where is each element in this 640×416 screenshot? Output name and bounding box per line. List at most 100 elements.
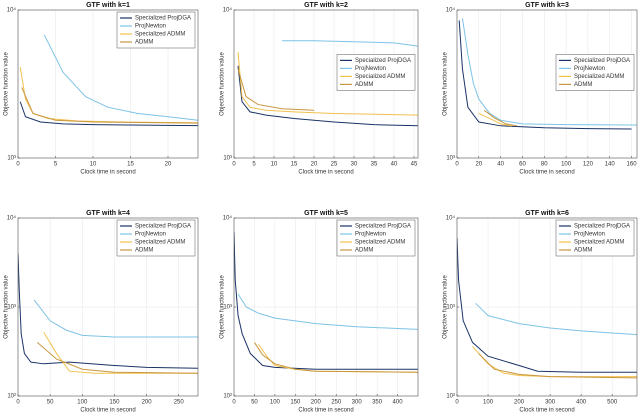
legend-label: ProjNewton (574, 232, 605, 238)
y-tick-label: 10² (223, 394, 232, 400)
series-line (18, 253, 198, 369)
y-axis-title: Objective function value (220, 51, 226, 115)
legend-label: Specialized ProjDGA (574, 224, 630, 230)
chart-title: GTF with k=4 (86, 210, 130, 217)
axes-frame (456, 9, 638, 159)
x-tick-label: 50 (251, 400, 258, 406)
x-tick-label: 140 (605, 162, 616, 168)
y-axis-title: Objective function value (220, 274, 226, 338)
series-line (234, 231, 418, 370)
y-axis-title: Objective function value (4, 274, 10, 338)
x-tick-label: 20 (311, 162, 318, 168)
x-axis-title: Clock time in second (519, 408, 574, 414)
y-tick-label: 10⁴ (223, 215, 233, 222)
subplot: 0 5 10 15 20 10³ 10⁴ GTF with k=1 Clock time in … (4, 2, 199, 176)
x-tick-label: 35 (371, 162, 378, 168)
chart-title: GTF with k=1 (86, 2, 130, 9)
series-line (237, 65, 418, 127)
x-tick-label: 80 (541, 162, 548, 168)
x-tick-label: 5 (252, 162, 256, 168)
x-tick-label: 45 (411, 162, 418, 168)
legend-label: ProjNewton (135, 232, 166, 238)
legend-label: Specialized ADMM (574, 74, 624, 80)
y-axis-title: Objective function value (443, 51, 449, 115)
x-axis-title: Clock time in second (80, 408, 135, 414)
axes-frame (17, 9, 199, 159)
series-line (483, 109, 518, 127)
y-tick-label: 10⁴ (446, 7, 456, 14)
series-line (43, 34, 198, 121)
subplot: 0 100 200 300 400 500 10² 10³ 10⁴ GTF with k=6 Clo… (443, 210, 638, 414)
series-line (237, 51, 418, 116)
subplot: 0 5 10 15 20 25 30 35 40 45 10³ 10⁴ GTF with k=2 Cloc… (220, 2, 419, 176)
x-tick-label: 60 (519, 162, 526, 168)
x-tick-label: 160 (627, 162, 638, 168)
series-line (33, 299, 198, 338)
legend-label: ADMM (355, 82, 373, 88)
legend-label: Specialized ADMM (355, 240, 405, 246)
x-tick-label: 200 (142, 400, 153, 406)
x-tick-label: 30 (351, 162, 358, 168)
series-line (457, 237, 637, 373)
legend-label: Specialized ADMM (135, 32, 185, 38)
x-tick-label: 100 (77, 400, 88, 406)
series-line (43, 332, 198, 374)
x-tick-label: 10 (271, 162, 278, 168)
chart-title: GTF with k=6 (525, 210, 569, 217)
x-tick-label: 100 (483, 400, 494, 406)
y-tick-label: 10⁴ (7, 215, 17, 222)
axes-frame (233, 217, 419, 397)
x-tick-label: 200 (514, 400, 525, 406)
x-axis-title: Clock time in second (298, 408, 353, 414)
legend-label: ADMM (574, 82, 592, 88)
y-tick-label: 10² (446, 394, 455, 400)
chart-title: GTF with k=2 (304, 2, 348, 9)
x-tick-label: 50 (47, 400, 54, 406)
legend-label: ADMM (135, 40, 153, 46)
series-line (21, 87, 198, 124)
chart-title: GTF with k=5 (304, 210, 348, 217)
x-tick-label: 25 (331, 162, 338, 168)
legend-label: Specialized ADMM (355, 74, 405, 80)
y-axis-title: Objective function value (4, 51, 10, 115)
subplot: 0 50 100 150 200 250 300 350 400 10² 10³ 10⁴ GTF wit… (220, 210, 419, 414)
legend-label: ProjNewton (574, 66, 605, 72)
y-tick-label: 10³ (446, 156, 455, 162)
legend-label: ProjNewton (355, 66, 386, 72)
x-axis-title: Clock time in second (298, 170, 353, 176)
series-line (475, 302, 637, 336)
series-line (282, 40, 418, 47)
legend-label: ProjNewton (355, 232, 386, 238)
axes-frame (17, 217, 199, 397)
x-tick-label: 20 (475, 162, 482, 168)
subplot: 0 50 100 150 200 250 10² 10³ 10⁴ GTF with k=4 Cloc… (4, 210, 199, 414)
legend-label: ProjNewton (135, 24, 166, 30)
legend-label: Specialized ADMM (135, 240, 185, 246)
legend-label: Specialized ProjDGA (135, 16, 191, 22)
x-tick-label: 250 (331, 400, 342, 406)
x-tick-label: 40 (497, 162, 504, 168)
legend-label: Specialized ProjDGA (574, 58, 630, 64)
x-tick-label: 200 (311, 400, 322, 406)
x-tick-label: 0 (455, 400, 459, 406)
axes-frame (233, 9, 419, 159)
y-tick-label: 10³ (223, 156, 232, 162)
y-tick-label: 10³ (223, 305, 232, 311)
x-tick-label: 250 (174, 400, 185, 406)
x-tick-label: 0 (16, 400, 20, 406)
y-tick-label: 10³ (446, 305, 455, 311)
series-line (237, 293, 418, 330)
series-line (458, 20, 632, 130)
series-line (36, 342, 198, 374)
legend-label: ADMM (355, 248, 373, 254)
y-tick-label: 10⁴ (223, 7, 233, 14)
x-tick-label: 150 (109, 400, 120, 406)
x-tick-label: 100 (270, 400, 281, 406)
subplot: 0 20 40 60 80 100 120 140 160 10³ 10⁴ GTF with k=3 C… (443, 2, 638, 176)
x-tick-label: 0 (16, 162, 20, 168)
legend-label: Specialized ADMM (574, 240, 624, 246)
x-axis-title: Clock time in second (80, 170, 135, 176)
series-line (19, 101, 198, 127)
